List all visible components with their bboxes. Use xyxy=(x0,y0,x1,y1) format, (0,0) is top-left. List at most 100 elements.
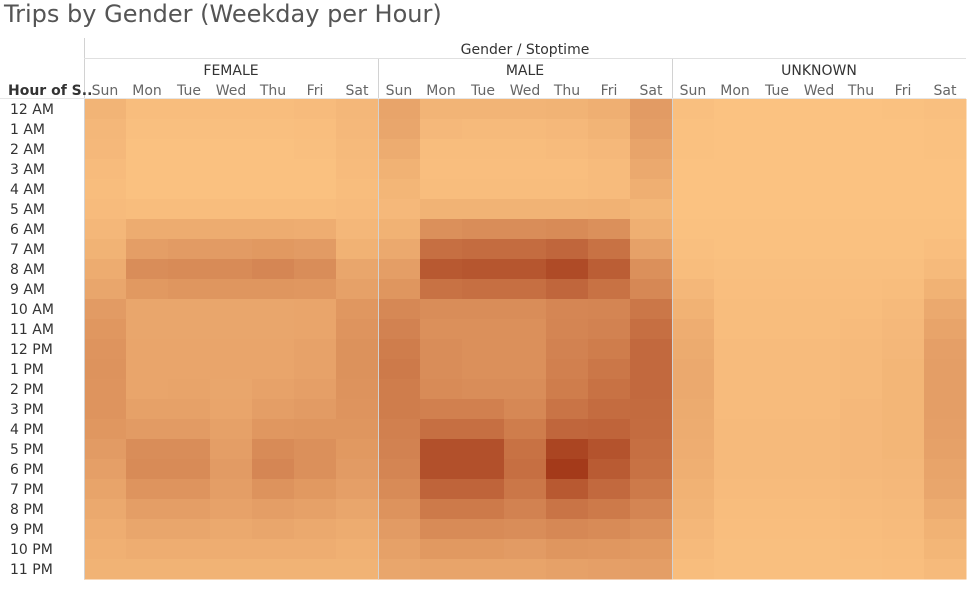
heatmap-cell xyxy=(756,339,799,360)
heatmap-cell xyxy=(756,519,799,540)
day-tick-label: Wed xyxy=(510,83,541,99)
heatmap-cell xyxy=(588,239,631,260)
heatmap-cell xyxy=(168,239,211,260)
heatmap-cell xyxy=(504,419,547,440)
heatmap-cell xyxy=(210,359,253,380)
heatmap-cell xyxy=(924,319,967,340)
heatmap-cell xyxy=(126,459,169,480)
heatmap-cell xyxy=(714,519,757,540)
heatmap-cell xyxy=(294,119,337,140)
heatmap-cell xyxy=(168,439,211,460)
hour-tick-label: 1 AM xyxy=(10,122,45,138)
heatmap-cell xyxy=(672,499,715,520)
day-tick-label: Mon xyxy=(426,83,456,99)
heatmap-cell xyxy=(378,479,421,500)
heatmap-cell xyxy=(840,239,883,260)
heatmap-cell xyxy=(378,199,421,220)
heatmap-cell xyxy=(882,99,925,120)
heatmap-cell xyxy=(840,559,883,580)
heatmap-cell xyxy=(420,559,463,580)
heatmap-cell xyxy=(840,199,883,220)
heatmap-cell xyxy=(294,339,337,360)
hour-tick-label: 2 AM xyxy=(10,142,45,158)
heatmap-cell xyxy=(798,359,841,380)
heatmap-cell xyxy=(756,219,799,240)
heatmap-cell xyxy=(504,139,547,160)
heatmap-cell xyxy=(588,99,631,120)
heatmap-cell xyxy=(126,499,169,520)
heatmap-cell xyxy=(462,359,505,380)
hour-tick-label: 4 PM xyxy=(10,422,44,438)
heatmap-cell xyxy=(798,379,841,400)
heatmap-cell xyxy=(546,419,589,440)
heatmap-cell xyxy=(84,519,127,540)
heatmap-cell xyxy=(84,499,127,520)
hour-tick-label: 8 PM xyxy=(10,502,44,518)
heatmap-cell xyxy=(924,299,967,320)
heatmap-cell xyxy=(336,99,379,120)
axis-labels: Gender / Stoptime FEMALE Sun Mon Tue Wed Thu Fr… xyxy=(8,42,957,578)
heatmap-cell xyxy=(714,459,757,480)
heatmap-cell xyxy=(798,519,841,540)
heatmap-cell xyxy=(546,119,589,140)
heatmap-cell xyxy=(84,99,127,120)
heatmap-cell xyxy=(168,159,211,180)
heatmap-cell xyxy=(504,539,547,560)
heatmap-cell xyxy=(336,139,379,160)
day-tick-label: Sat xyxy=(934,83,957,99)
heatmap-cell xyxy=(588,339,631,360)
heatmap-cell xyxy=(210,219,253,240)
heatmap-cell xyxy=(378,339,421,360)
heatmap-cell xyxy=(840,399,883,420)
heatmap-cell xyxy=(630,459,673,480)
heatmap-cell xyxy=(672,419,715,440)
heatmap-cell xyxy=(336,479,379,500)
heatmap-cell xyxy=(588,499,631,520)
heatmap-cell xyxy=(714,559,757,580)
heatmap-cell xyxy=(630,319,673,340)
heatmap-cell xyxy=(504,379,547,400)
heatmap-cell xyxy=(294,319,337,340)
heatmap-cell xyxy=(504,499,547,520)
heatmap-cell xyxy=(168,219,211,240)
heatmap-cell xyxy=(882,379,925,400)
heatmap-cell xyxy=(420,539,463,560)
heatmap-cell xyxy=(588,479,631,500)
heatmap-cell xyxy=(588,259,631,280)
heatmap-cell xyxy=(378,319,421,340)
heatmap-cell xyxy=(168,499,211,520)
heatmap-cell xyxy=(420,459,463,480)
heatmap-cell xyxy=(462,239,505,260)
heatmap-cell xyxy=(252,459,295,480)
day-tick-label: Mon xyxy=(132,83,162,99)
heatmap-cell xyxy=(252,259,295,280)
heatmap-cell xyxy=(798,499,841,520)
heatmap-cell xyxy=(210,379,253,400)
heatmap-cell xyxy=(294,219,337,240)
heatmap-cell xyxy=(252,539,295,560)
day-tick-label: Thu xyxy=(553,83,580,99)
heatmap-cell xyxy=(378,99,421,120)
heatmap-cell xyxy=(294,179,337,200)
heatmap-cell xyxy=(840,479,883,500)
heatmap-cell xyxy=(924,179,967,200)
heatmap-cell xyxy=(336,439,379,460)
heatmap-cell xyxy=(336,119,379,140)
heatmap-cell xyxy=(882,499,925,520)
heatmap-cell xyxy=(924,239,967,260)
heatmap-cell xyxy=(126,259,169,280)
heatmap-cell xyxy=(840,99,883,120)
heatmap-cell xyxy=(462,219,505,240)
heatmap-cell xyxy=(840,379,883,400)
heatmap-cell xyxy=(630,299,673,320)
heatmap-cell xyxy=(210,319,253,340)
heatmap-cell xyxy=(294,99,337,120)
heatmap-cell xyxy=(504,279,547,300)
heatmap-cell xyxy=(924,219,967,240)
heatmap-cell xyxy=(420,499,463,520)
heatmap-cell xyxy=(924,539,967,560)
heatmap-cell xyxy=(672,539,715,560)
heatmap-cell xyxy=(504,459,547,480)
heatmap-cell xyxy=(504,359,547,380)
heatmap-cell xyxy=(756,159,799,180)
